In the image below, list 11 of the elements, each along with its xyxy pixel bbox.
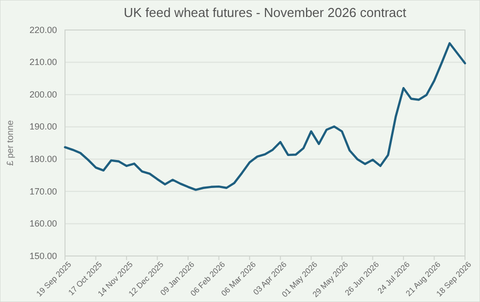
y-tick-label: 200.00 bbox=[29, 89, 57, 100]
y-tick-label: 150.00 bbox=[29, 250, 57, 261]
y-tick-label: 220.00 bbox=[29, 24, 57, 35]
line-series bbox=[64, 42, 466, 191]
y-tick-label: 210.00 bbox=[29, 57, 57, 68]
y-tick-label: 180.00 bbox=[29, 154, 57, 164]
y-tick-label: 190.00 bbox=[29, 122, 57, 132]
y-axis-title: £ per tonne bbox=[5, 120, 15, 166]
y-tick-label: 170.00 bbox=[29, 186, 57, 196]
y-tick-label: 160.00 bbox=[29, 218, 57, 229]
chart-title: UK feed wheat futures - November 2026 contract bbox=[124, 5, 407, 20]
